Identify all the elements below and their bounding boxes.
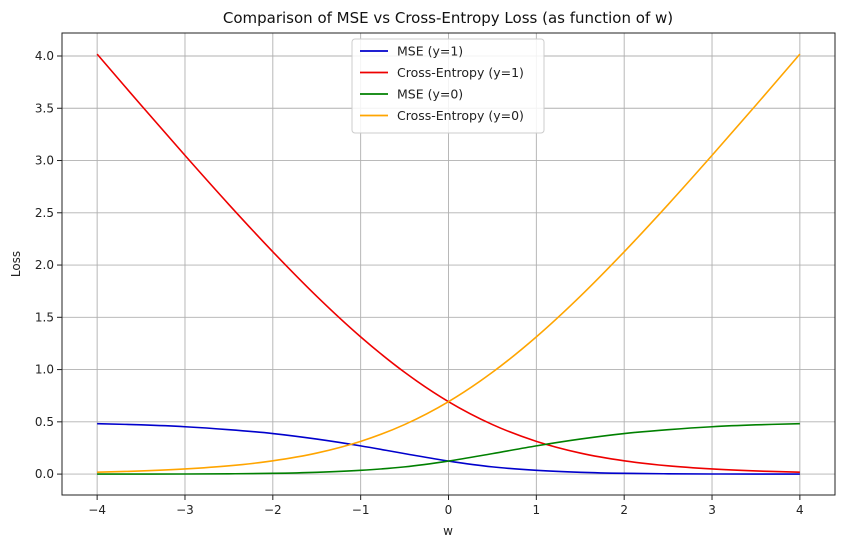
- x-tick-label: −2: [264, 503, 282, 517]
- legend-label: Cross-Entropy (y=0): [397, 108, 524, 123]
- series-line-cross-entropy-y-1: [96, 53, 800, 474]
- legend-label: MSE (y=1): [397, 44, 463, 59]
- y-tick-label: 0.0: [35, 467, 54, 481]
- y-tick-label: 1.5: [35, 310, 54, 324]
- y-axis-label: Loss: [9, 251, 23, 277]
- legend: MSE (y=1) Cross-Entropy (y=1) MSE (y=0) Cro…: [351, 38, 545, 134]
- y-tick-label: 2.0: [35, 258, 54, 272]
- y-tick-label: 0.5: [35, 415, 54, 429]
- x-tick-label: −1: [352, 503, 370, 517]
- x-tick-label: 2: [620, 503, 628, 517]
- series-lines: [96, 53, 801, 475]
- y-tick-label: 3.0: [35, 154, 54, 168]
- x-axis-label: w: [443, 524, 453, 538]
- x-tick-label: −4: [88, 503, 106, 517]
- x-tick-label: 3: [708, 503, 716, 517]
- y-tick-label: 3.5: [35, 101, 54, 115]
- y-tick-label: 2.5: [35, 206, 54, 220]
- y-tick-label: 4.0: [35, 49, 54, 63]
- y-tick-label: 1.0: [35, 363, 54, 377]
- series-line-cross-entropy-y-0: [97, 53, 801, 474]
- x-tick-label: 0: [445, 503, 453, 517]
- legend-label: MSE (y=0): [397, 87, 463, 102]
- legend-box: [351, 38, 545, 134]
- x-tick-label: 1: [533, 503, 541, 517]
- x-axis: −4 −3 −2 −1 0 1 2 3 4: [88, 495, 804, 517]
- legend-label: Cross-Entropy (y=1): [397, 65, 524, 80]
- chart-title: Comparison of MSE vs Cross-Entropy Loss …: [223, 9, 673, 27]
- y-axis: 0.0 0.5 1.0 1.5 2.0 2.5 3.0 3.5 4.0: [35, 49, 62, 481]
- series-line-mse-y-0: [97, 422, 800, 475]
- x-tick-label: −3: [176, 503, 194, 517]
- x-tick-label: 4: [796, 503, 804, 517]
